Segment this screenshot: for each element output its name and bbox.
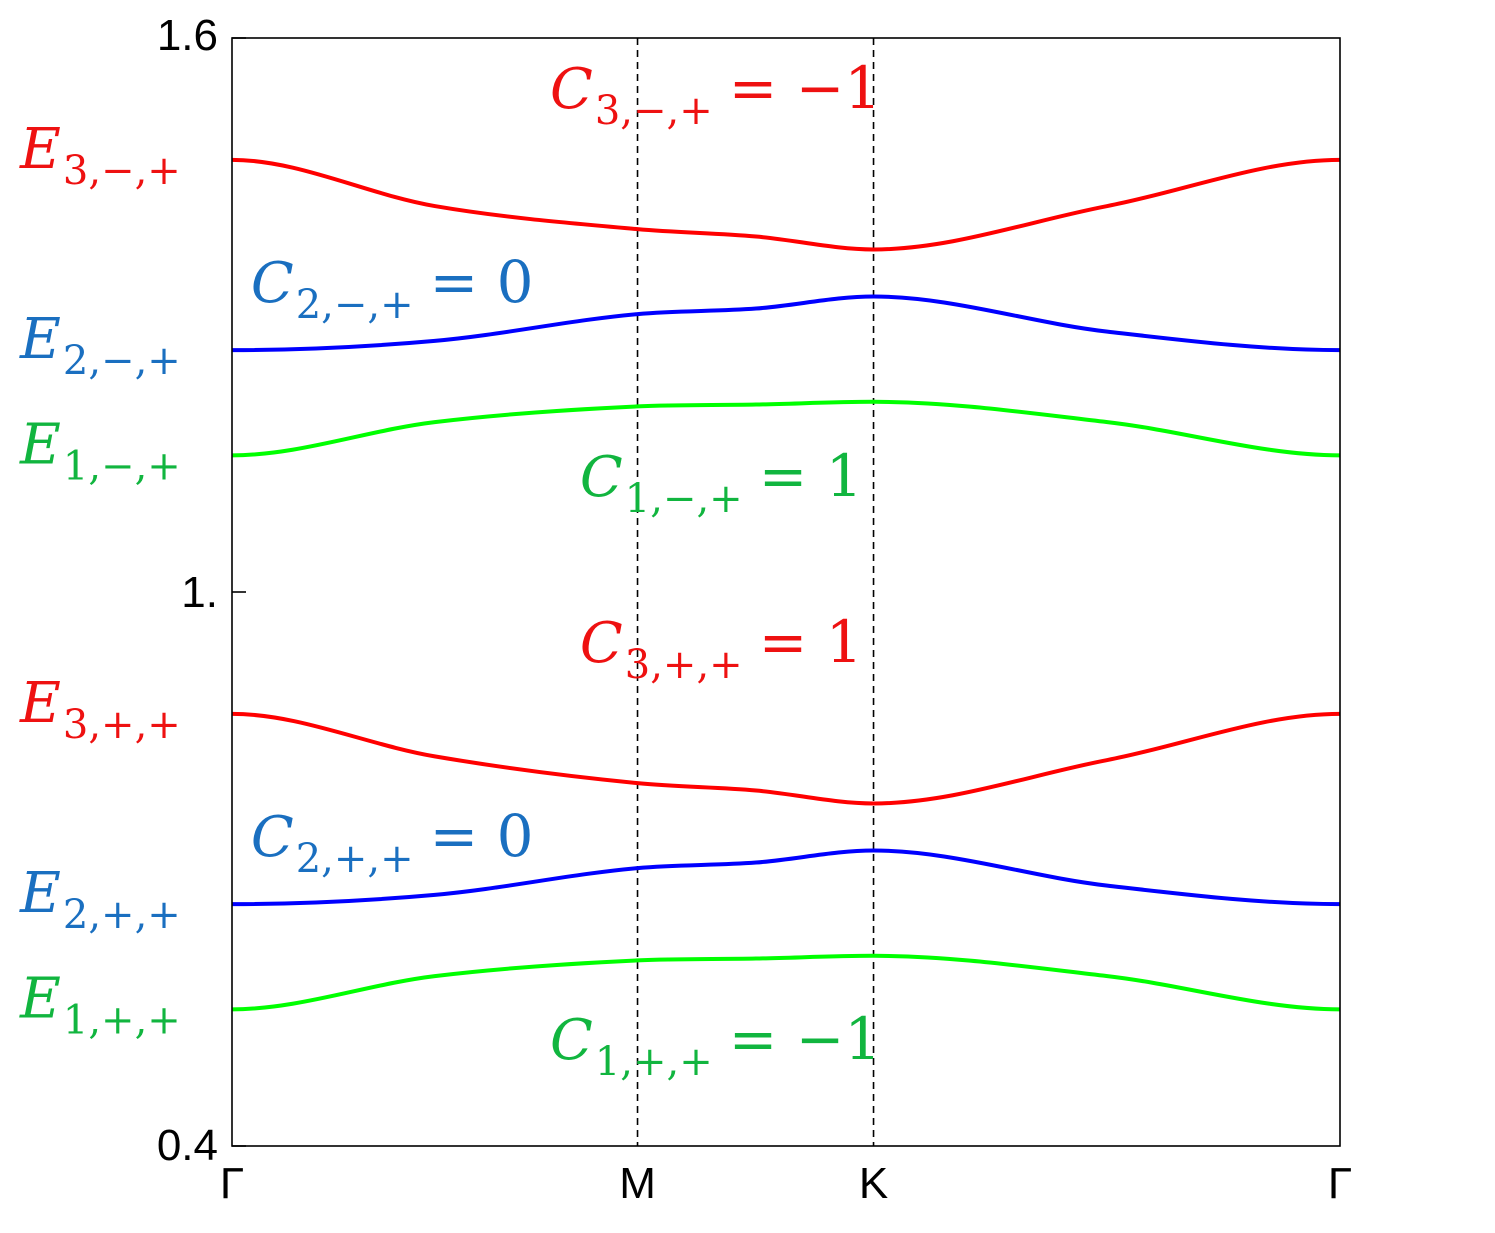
band-line-3minus: [231, 157, 1341, 252]
band-line-1minus: [231, 399, 1341, 458]
energy-label-2: E1,−,+: [19, 412, 181, 489]
high-symmetry-lines: [636, 38, 875, 1146]
energy-label-0: E3,−,+: [19, 117, 181, 194]
energy-label-4: E2,+,+: [19, 861, 181, 938]
x-tick-label-3: Γ: [1328, 1159, 1352, 1208]
energy-label-5: E1,+,+: [19, 966, 181, 1043]
chern-labels: C3,−,+ = −1 C2,−,+ = 0 C1,−,+ = 1 C3,+,+ = 1 C2,…: [251, 54, 881, 1085]
energy-label-1: E2,−,+: [19, 307, 181, 384]
x-tick-label-0: Γ: [220, 1159, 244, 1208]
band-line-1plus: [231, 953, 1341, 1012]
plot-frame: [231, 37, 1341, 1147]
x-tick-label-1: M: [619, 1159, 656, 1208]
x-tick-label-2: K: [859, 1159, 888, 1208]
y-tick-label-1: 1.: [181, 568, 218, 617]
band-line-2plus: [231, 848, 1341, 907]
band-line-3plus: [231, 711, 1341, 806]
energy-label-3: E3,+,+: [19, 671, 181, 748]
chern-label-5: C1,+,+ = −1: [550, 1005, 881, 1085]
band-series: [231, 157, 1341, 1012]
chern-label-1: C2,−,+ = 0: [251, 248, 534, 328]
chern-label-0: C3,−,+ = −1: [550, 54, 881, 134]
band-line-2minus: [231, 294, 1341, 353]
chern-label-3: C3,+,+ = 1: [580, 608, 863, 688]
energy-labels: E3,−,+ E2,−,+ E1,−,+ E3,+,+ E2,+,+ E1,+,+: [19, 117, 181, 1043]
y-axis-ticks: 1.6 1. 0.4: [157, 11, 246, 1170]
chern-label-2: C1,−,+ = 1: [580, 442, 863, 522]
chern-label-4: C2,+,+ = 0: [251, 802, 534, 882]
y-tick-label-2: 0.4: [157, 1121, 218, 1170]
y-tick-label-0: 1.6: [157, 11, 218, 60]
